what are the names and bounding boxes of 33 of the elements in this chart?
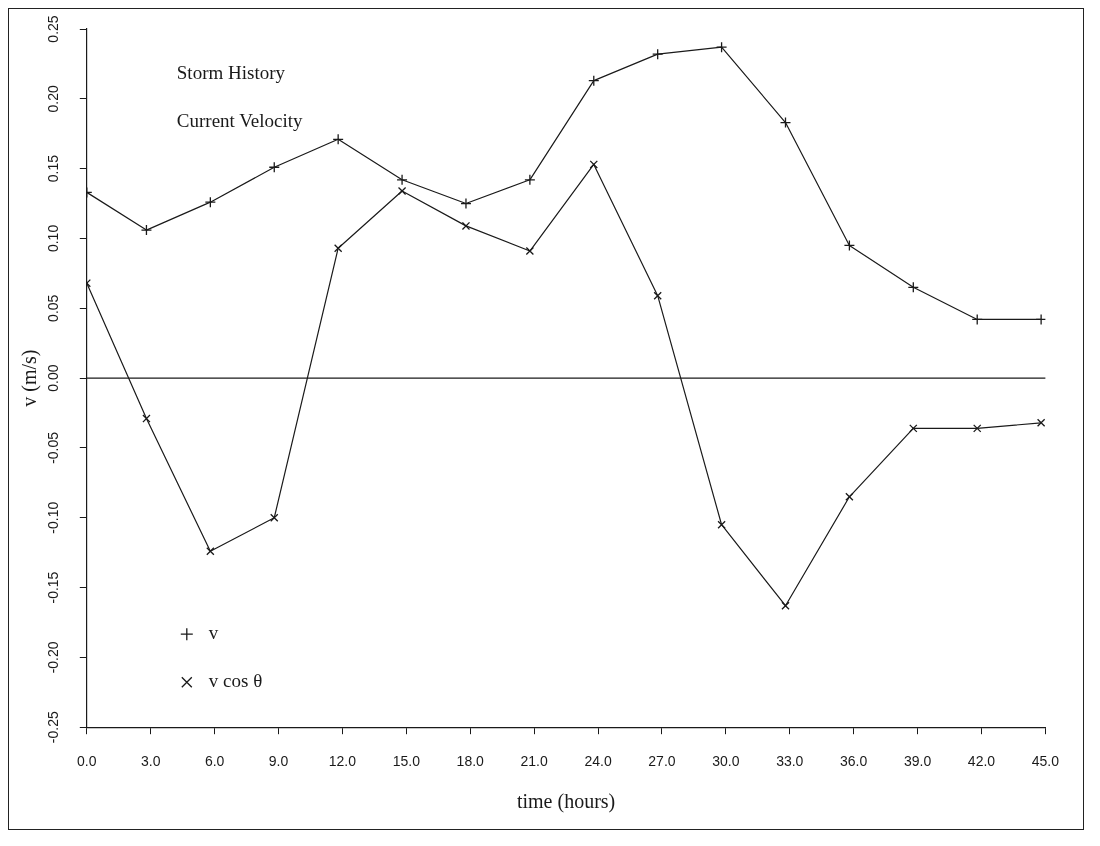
- text: Storm History: [176, 61, 286, 83]
- x-tick-label: 0.0: [77, 753, 97, 770]
- x-tick-label: 6.0: [204, 753, 225, 770]
- x-tick-label: 33.0: [776, 753, 804, 770]
- x-tick-label: 3.0: [140, 753, 161, 770]
- x-tick-label: 24.0: [584, 753, 612, 770]
- y-axis-title: v (m/s): [18, 349, 42, 407]
- legend-label: v: [208, 622, 219, 644]
- x-tick-label: 12.0: [328, 753, 357, 770]
- x-tick-label: 9.0: [268, 753, 289, 770]
- x-tick-label: 39.0: [903, 753, 932, 770]
- y-tick-label: 0.20: [44, 84, 61, 113]
- x-tick-label: 18.0: [456, 753, 485, 770]
- legend-label: v cos θ: [208, 670, 263, 692]
- y-tick-label: -0.10: [44, 501, 61, 534]
- text: Current Velocity: [176, 109, 304, 131]
- y-tick-label: 0.15: [44, 154, 61, 183]
- y-tick-label: -0.15: [44, 571, 61, 604]
- y-tick-label: 0.00: [44, 364, 61, 392]
- y-tick-label: -0.20: [44, 641, 61, 674]
- x-tick-label: 21.0: [520, 753, 548, 770]
- y-tick-label: 0.10: [44, 224, 61, 253]
- x-tick-label: 15.0: [392, 753, 421, 770]
- x-tick-label: 45.0: [1031, 753, 1060, 770]
- x-tick-label: 36.0: [840, 753, 868, 770]
- y-tick-label: 0.05: [44, 294, 61, 322]
- y-tick-label: -0.25: [44, 711, 61, 744]
- y-tick-label: -0.05: [44, 431, 61, 464]
- x-tick-label: 27.0: [648, 753, 676, 770]
- x-tick-label: 42.0: [967, 753, 996, 770]
- y-tick-label: 0.25: [44, 15, 61, 43]
- x-tick-label: 30.0: [712, 753, 740, 770]
- x-axis-title: time (hours): [516, 790, 616, 814]
